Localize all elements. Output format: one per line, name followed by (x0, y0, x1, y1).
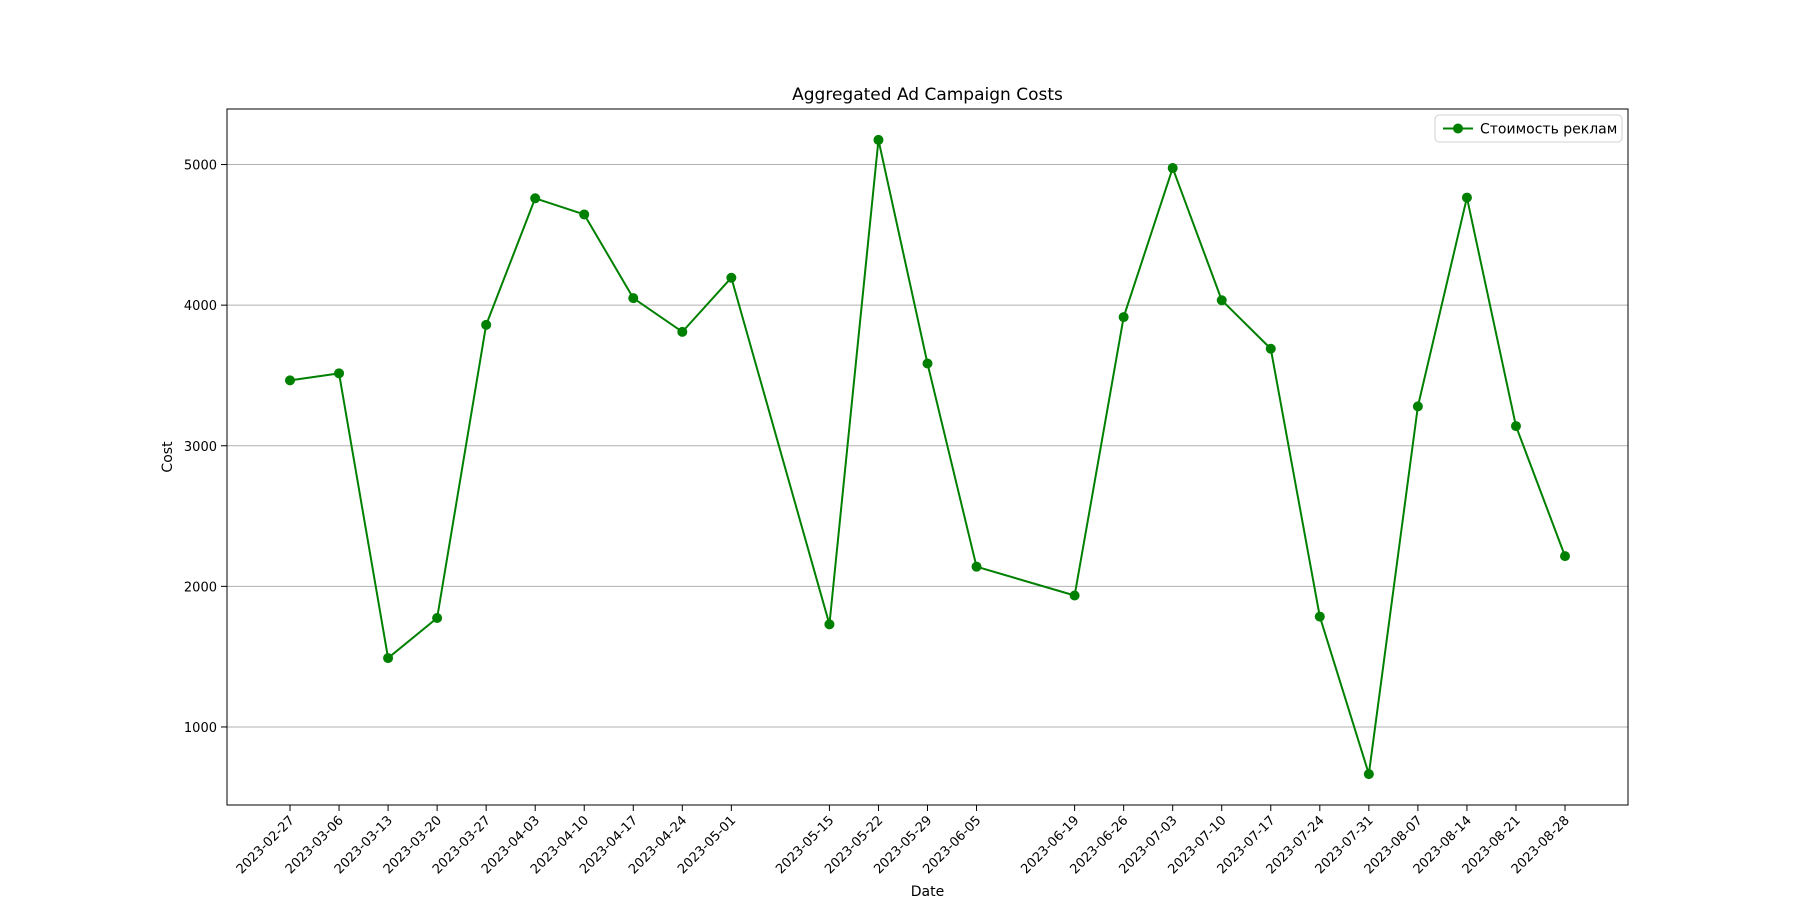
y-tick-label: 5000 (184, 159, 217, 174)
data-point (1216, 295, 1227, 306)
series-line (289, 138, 1566, 776)
plot-frame (226, 108, 1629, 806)
data-point (677, 326, 688, 337)
legend-marker-swatch (1453, 123, 1463, 134)
y-axis-ticks: 1000 2000 3000 4000 5000 (184, 159, 227, 736)
y-axis-label: Cost (160, 441, 176, 473)
data-point (628, 293, 639, 304)
x-axis-label: Date (911, 884, 944, 900)
legend-label: Стоимость реклам (1480, 122, 1617, 138)
data-point (726, 272, 737, 283)
data-point (1118, 312, 1129, 323)
data-point (1167, 163, 1178, 174)
chart-title: Aggregated Ad Campaign Costs (792, 85, 1063, 105)
data-point (579, 209, 590, 220)
data-point (1560, 551, 1570, 562)
data-point (285, 375, 295, 386)
y-tick-label: 3000 (184, 440, 217, 455)
data-point (1412, 401, 1423, 412)
data-point (432, 612, 443, 623)
data-point (481, 319, 492, 330)
data-point (922, 358, 933, 369)
data-point (530, 193, 541, 204)
y-tick-label: 2000 (184, 580, 217, 595)
data-point (1461, 192, 1472, 203)
data-point (824, 619, 835, 630)
data-point (1069, 590, 1080, 601)
gridlines (227, 164, 1628, 728)
y-tick-label: 1000 (184, 721, 217, 736)
legend: Стоимость реклам (1434, 114, 1623, 143)
legend-frame (1434, 114, 1623, 143)
series-markers (285, 134, 1570, 780)
data-point (1363, 769, 1374, 780)
data-point (873, 134, 884, 145)
data-point (1265, 343, 1276, 354)
data-point (1510, 421, 1521, 432)
data-point (1314, 611, 1325, 622)
series-lines (289, 138, 1566, 776)
data-point (334, 368, 345, 379)
data-point (971, 561, 982, 572)
x-axis-ticks: 2023-02-272023-03-062023-03-132023-03-20… (234, 805, 1573, 877)
y-tick-label: 4000 (184, 299, 217, 314)
data-point (383, 653, 394, 664)
